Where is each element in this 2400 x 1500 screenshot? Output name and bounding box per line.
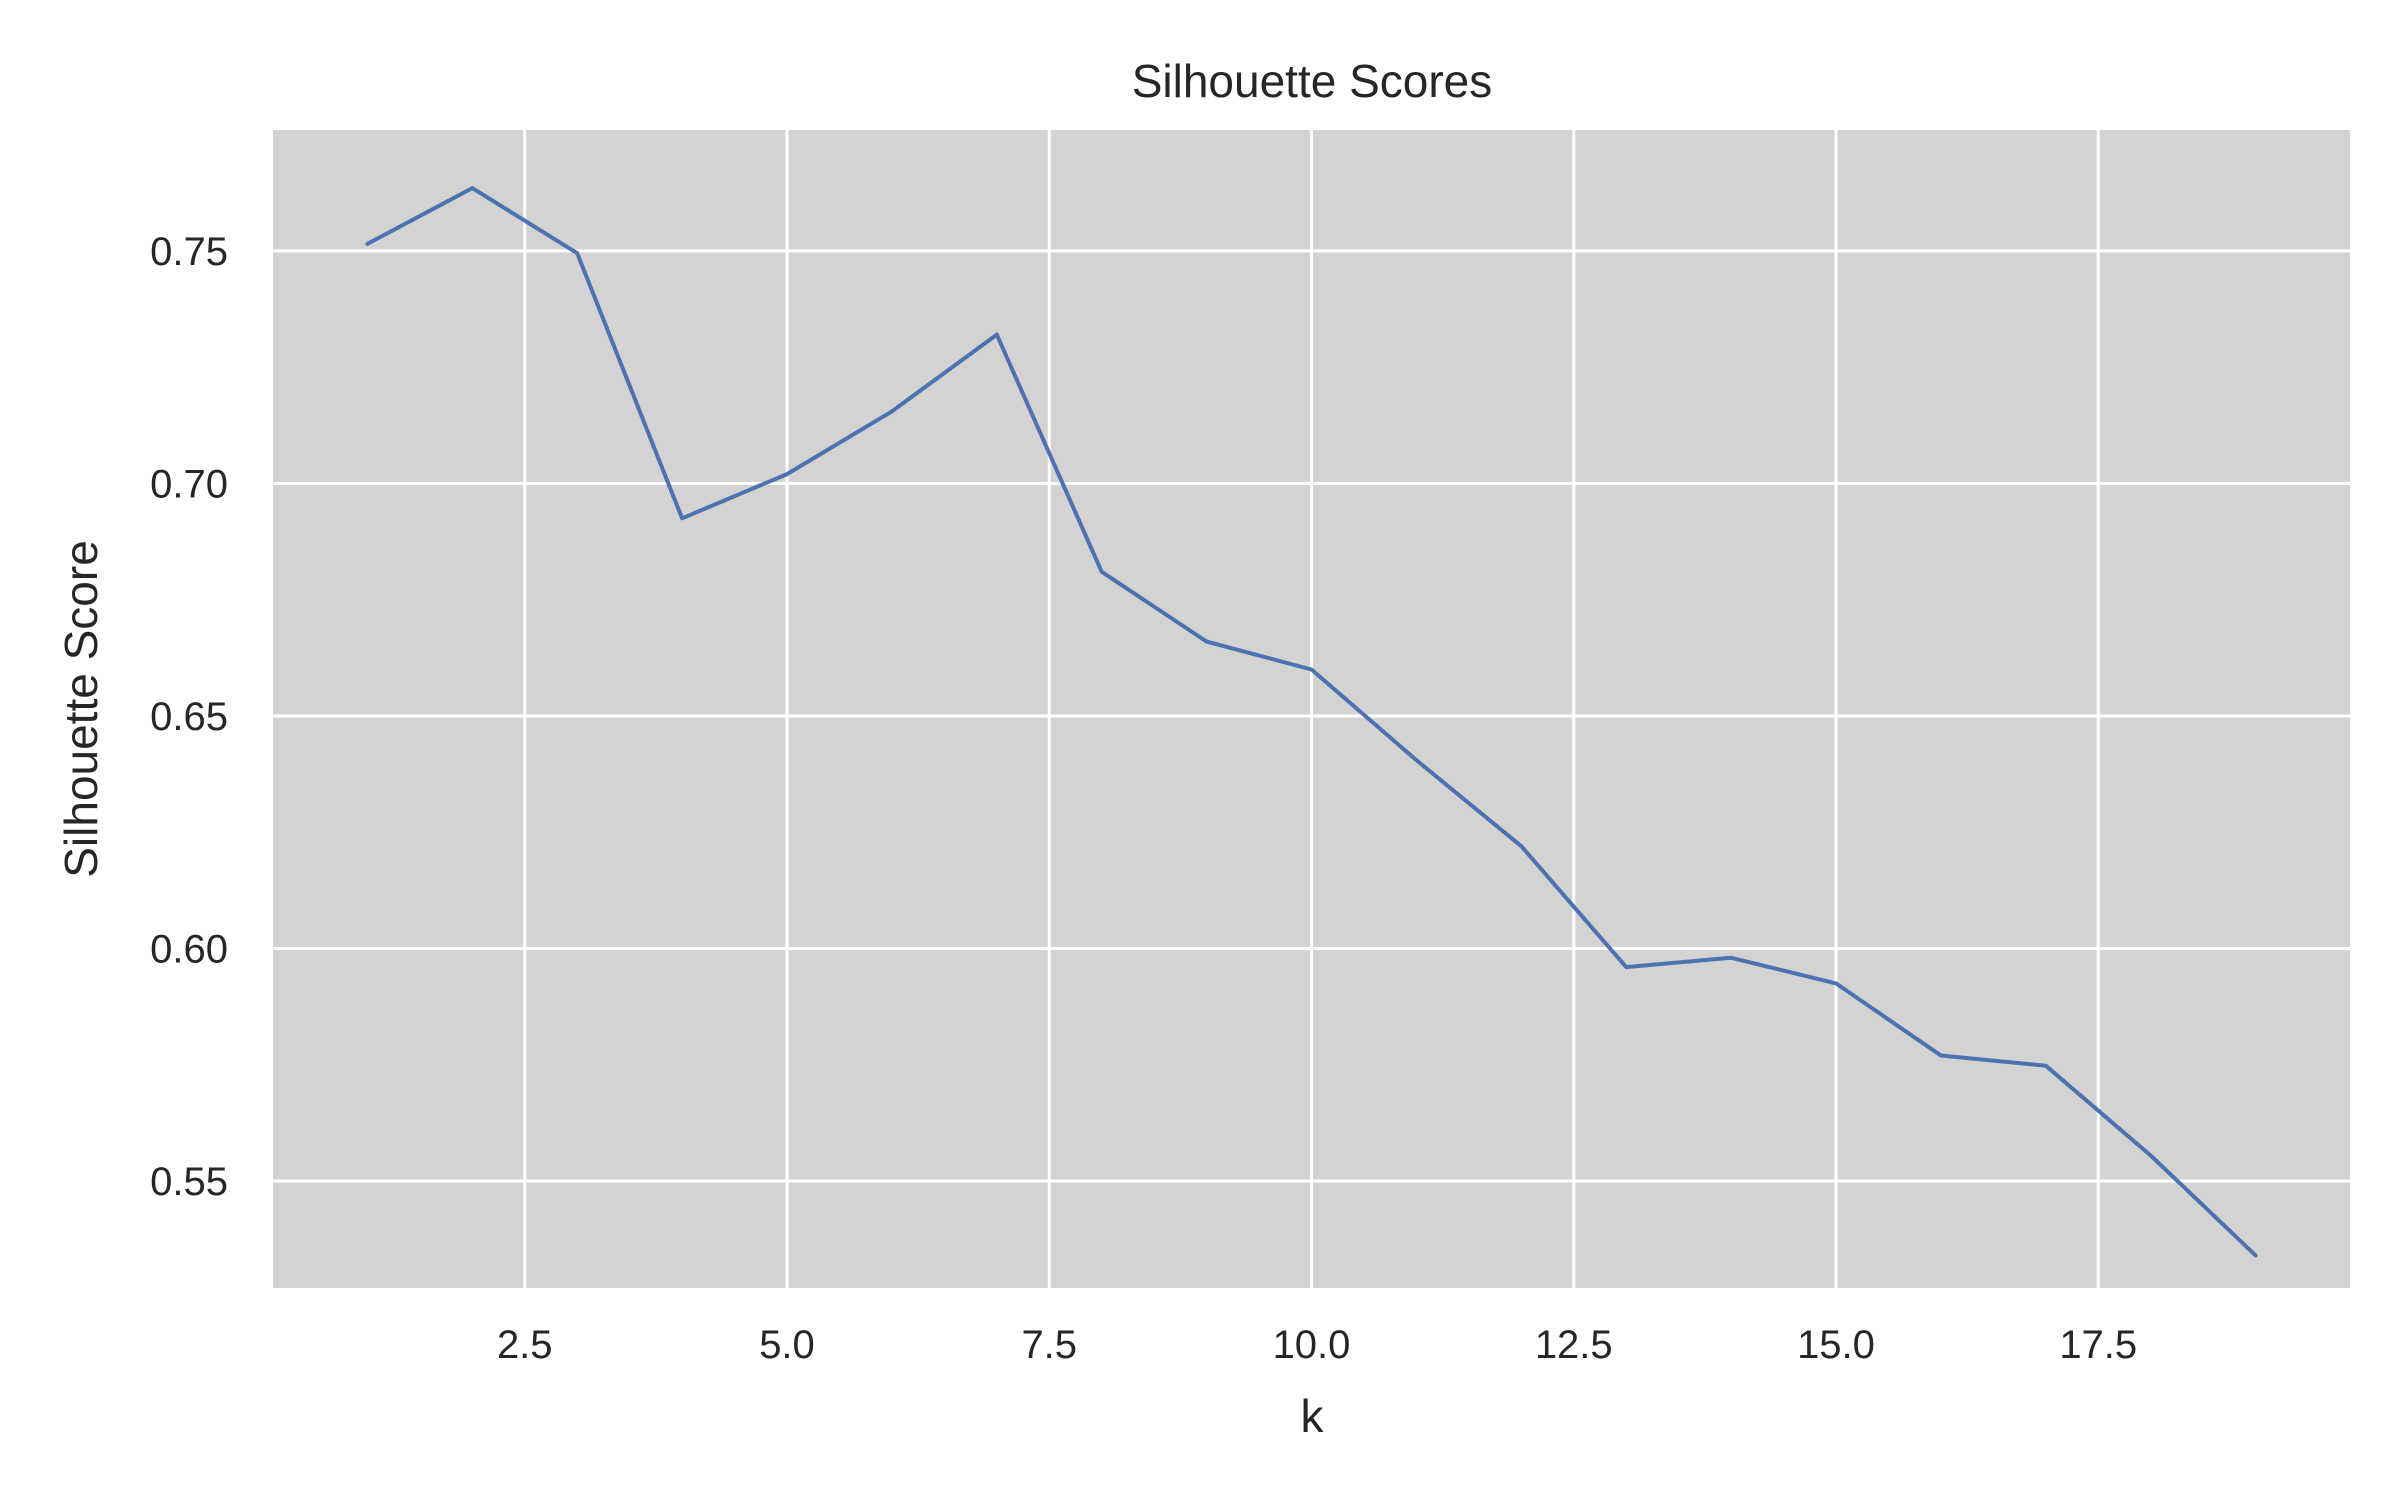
y-tick-label: 0.60 — [150, 928, 228, 972]
chart-title: Silhouette Scores — [1132, 55, 1493, 107]
y-tick-label: 0.65 — [150, 695, 228, 739]
y-tick-label: 0.55 — [150, 1160, 228, 1204]
y-tick-labels: 0.55 0.60 0.65 0.70 0.75 — [150, 230, 228, 1204]
x-axis-label: k — [1301, 1390, 1325, 1442]
x-tick-label: 10.0 — [1273, 1323, 1351, 1367]
x-tick-label: 2.5 — [497, 1323, 553, 1367]
gridlines — [273, 130, 2350, 1288]
x-tick-label: 12.5 — [1535, 1323, 1613, 1367]
y-axis-label: Silhouette Score — [55, 540, 107, 878]
x-tick-label: 17.5 — [2059, 1323, 2137, 1367]
y-tick-label: 0.75 — [150, 230, 228, 274]
series-group — [365, 186, 2258, 1258]
x-tick-label: 15.0 — [1797, 1323, 1875, 1367]
y-tick-label: 0.70 — [150, 462, 228, 506]
x-tick-label: 5.0 — [759, 1323, 815, 1367]
silhouette-score-line — [365, 186, 2258, 1258]
x-tick-labels: 2.5 5.0 7.5 10.0 12.5 15.0 17.5 — [497, 1323, 2137, 1367]
x-tick-label: 7.5 — [1021, 1323, 1077, 1367]
